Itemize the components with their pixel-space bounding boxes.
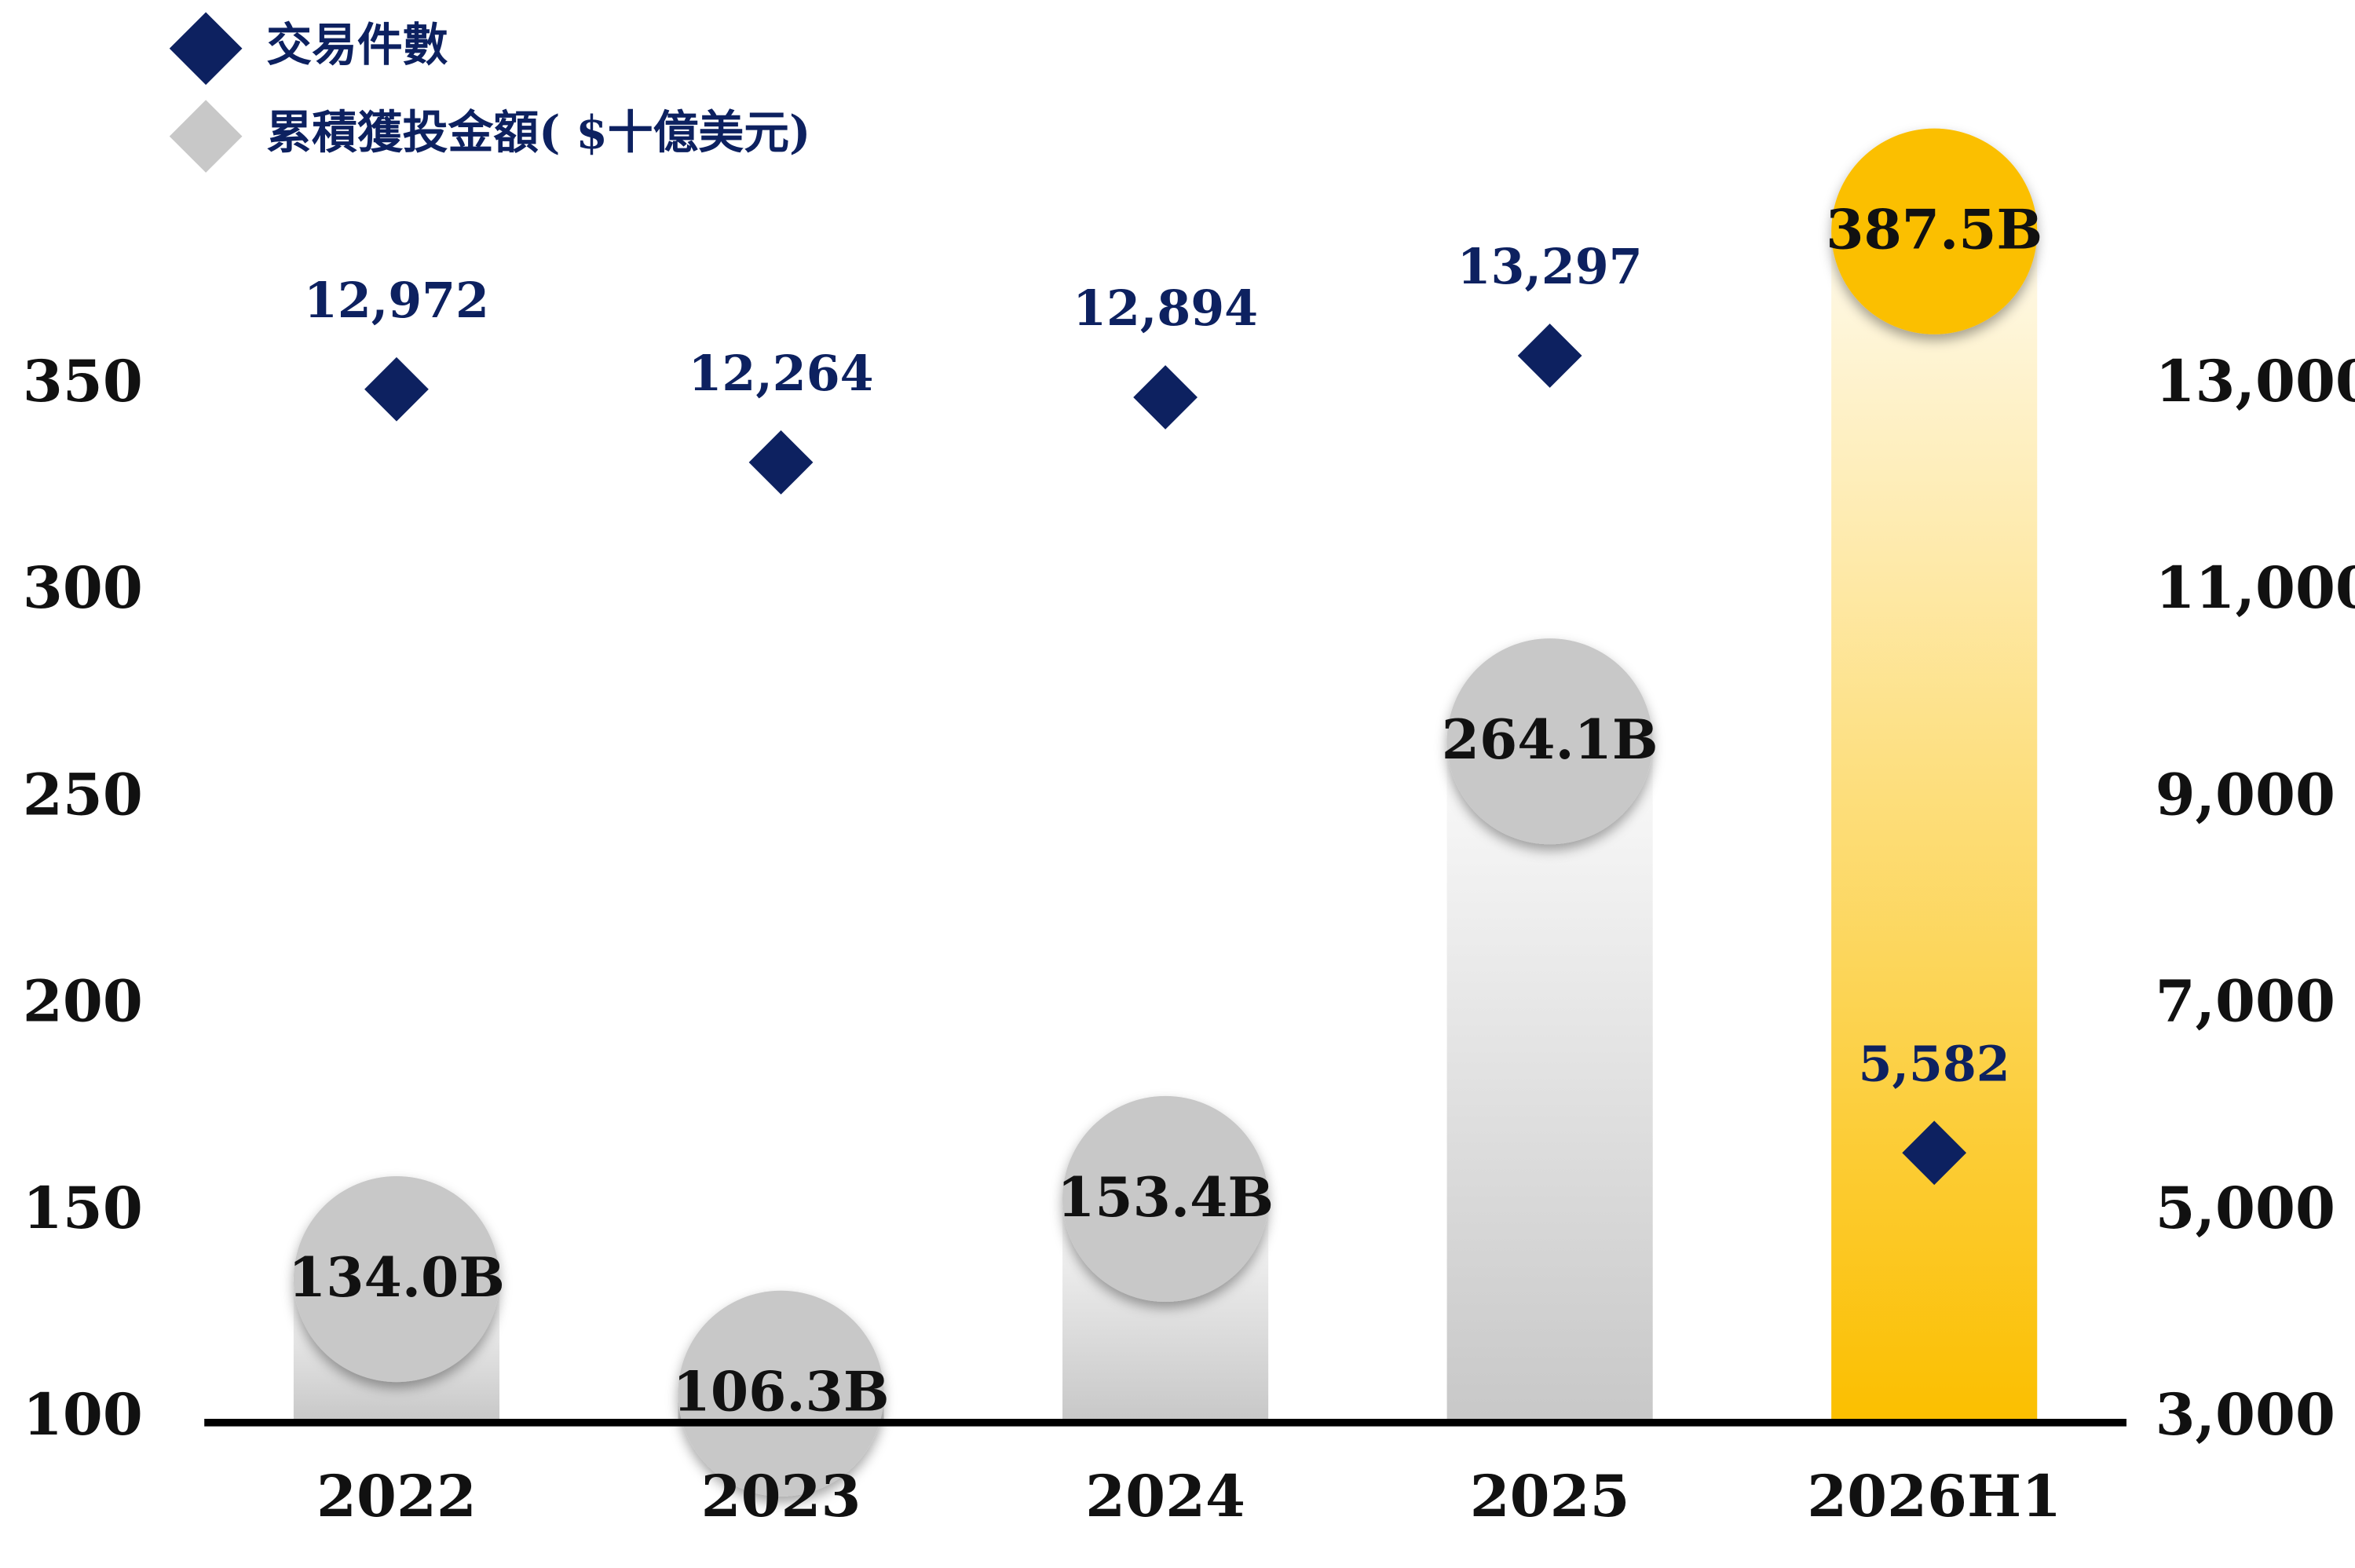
- legend-label: 累積獲投金額( $十億美元): [266, 106, 810, 159]
- y-tick-label: 100: [23, 1381, 143, 1449]
- diamond-marker: [748, 430, 814, 495]
- diamond-marker: [364, 356, 429, 422]
- x-tick-label: 2023: [701, 1463, 861, 1530]
- x-tick-label: 2026H1: [1807, 1463, 2061, 1530]
- y2-tick-label: 13,000: [2156, 348, 2355, 415]
- legend-label: 交易件數: [266, 18, 448, 71]
- legend-marker: [169, 12, 243, 86]
- bar: [1831, 231, 2038, 1420]
- x-tick-label: 2024: [1085, 1463, 1245, 1530]
- bar-value-label: 134.0B: [288, 1246, 505, 1310]
- bar-value-label: 264.1B: [1442, 708, 1658, 772]
- bar-cap: [678, 1290, 884, 1497]
- bar: [1446, 741, 1653, 1420]
- point-value-label: 5,582: [1859, 1035, 2010, 1092]
- diamond-marker: [1902, 1120, 1967, 1186]
- diamond-marker: [1133, 365, 1198, 429]
- y2-tick-label: 5,000: [2156, 1175, 2335, 1242]
- bar-value-label: 153.4B: [1057, 1166, 1274, 1230]
- diamond-marker: [1517, 323, 1582, 388]
- y2-tick-label: 9,000: [2156, 761, 2335, 828]
- point-value-label: 12,894: [1073, 280, 1258, 337]
- point-value-label: 12,972: [304, 272, 489, 329]
- y-tick-label: 150: [23, 1175, 143, 1242]
- bar-value-label: 387.5B: [1826, 199, 2042, 262]
- bar-value-label: 106.3B: [673, 1361, 890, 1424]
- y2-tick-label: 7,000: [2156, 968, 2335, 1036]
- y-tick-label: 250: [23, 761, 143, 828]
- y-tick-label: 300: [23, 554, 143, 622]
- bar-cap: [1062, 1095, 1269, 1302]
- bar-cap: [1831, 128, 2038, 334]
- y-tick-label: 350: [23, 348, 143, 415]
- bar-cap: [1446, 638, 1653, 845]
- y-tick-label: 200: [23, 968, 143, 1036]
- y2-tick-label: 11,000: [2156, 554, 2355, 622]
- bar-cap: [293, 1175, 500, 1383]
- x-tick-label: 2025: [1470, 1463, 1630, 1530]
- point-value-label: 12,264: [689, 345, 874, 402]
- point-value-label: 13,297: [1457, 238, 1643, 295]
- x-tick-label: 2022: [316, 1463, 477, 1530]
- legend-marker: [169, 100, 243, 173]
- y2-tick-label: 3,000: [2156, 1381, 2335, 1449]
